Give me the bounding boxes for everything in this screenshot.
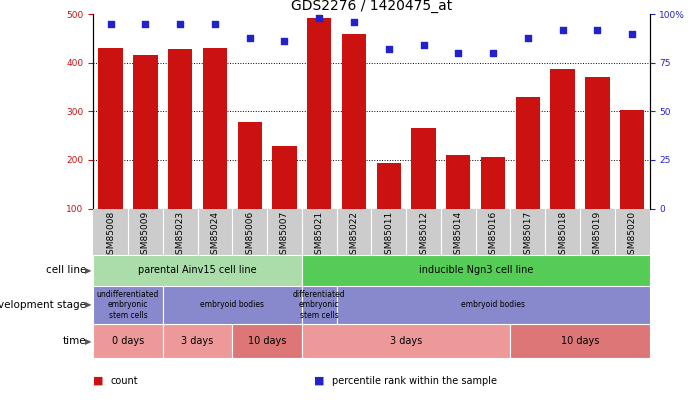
Text: 3 days: 3 days <box>390 336 422 346</box>
Text: percentile rank within the sample: percentile rank within the sample <box>332 376 497 386</box>
Bar <box>168 49 192 209</box>
Bar <box>93 255 302 286</box>
Text: parental Ainv15 cell line: parental Ainv15 cell line <box>138 265 257 275</box>
Text: GSM85023: GSM85023 <box>176 211 184 260</box>
Text: count: count <box>111 376 138 386</box>
Text: 10 days: 10 days <box>561 336 599 346</box>
Point <box>348 19 359 25</box>
Text: undifferentiated
embryonic
stem cells: undifferentiated embryonic stem cells <box>97 290 159 320</box>
Text: ▶: ▶ <box>86 266 92 275</box>
Point <box>627 30 638 37</box>
Text: GSM85024: GSM85024 <box>211 211 220 260</box>
Bar <box>93 286 163 324</box>
Bar <box>133 55 158 209</box>
Text: 0 days: 0 days <box>112 336 144 346</box>
Text: development stage: development stage <box>0 300 86 310</box>
Text: GSM85008: GSM85008 <box>106 211 115 260</box>
Point <box>488 50 499 56</box>
Bar <box>272 146 296 209</box>
Bar <box>302 286 337 324</box>
Text: GSM85014: GSM85014 <box>454 211 463 260</box>
Text: GSM85016: GSM85016 <box>489 211 498 260</box>
Bar <box>163 286 302 324</box>
Point <box>244 34 255 41</box>
Point <box>140 21 151 27</box>
Bar <box>202 48 227 209</box>
Bar <box>163 324 232 358</box>
Text: GSM85012: GSM85012 <box>419 211 428 260</box>
Bar <box>481 157 505 209</box>
Text: ■: ■ <box>93 376 104 386</box>
Text: GSM85017: GSM85017 <box>523 211 532 260</box>
Text: differentiated
embryonic
stem cells: differentiated embryonic stem cells <box>293 290 346 320</box>
Point <box>209 21 220 27</box>
Bar <box>377 163 401 209</box>
Bar <box>620 110 644 209</box>
Title: GDS2276 / 1420475_at: GDS2276 / 1420475_at <box>291 0 452 13</box>
Text: ▶: ▶ <box>86 337 92 346</box>
Point <box>453 50 464 56</box>
Bar <box>307 17 332 209</box>
Bar <box>342 34 366 209</box>
Point <box>418 42 429 49</box>
Point <box>384 46 395 52</box>
Bar <box>238 122 262 209</box>
Bar <box>302 324 511 358</box>
Bar <box>511 324 650 358</box>
Text: GSM85020: GSM85020 <box>627 211 636 260</box>
Bar <box>446 155 471 209</box>
Point <box>592 26 603 33</box>
Text: time: time <box>63 336 86 346</box>
Text: GSM85009: GSM85009 <box>141 211 150 260</box>
Point <box>105 21 116 27</box>
Point <box>557 26 568 33</box>
Bar <box>551 68 575 209</box>
Text: GSM85007: GSM85007 <box>280 211 289 260</box>
Bar <box>515 97 540 209</box>
Text: ■: ■ <box>314 376 325 386</box>
Text: GSM85018: GSM85018 <box>558 211 567 260</box>
Text: 3 days: 3 days <box>182 336 214 346</box>
Bar <box>337 286 650 324</box>
Text: embryoid bodies: embryoid bodies <box>461 300 525 309</box>
Bar <box>302 255 650 286</box>
Text: ▶: ▶ <box>86 300 92 309</box>
Point <box>314 15 325 21</box>
Text: cell line: cell line <box>46 265 86 275</box>
Bar <box>232 324 302 358</box>
Point <box>279 38 290 45</box>
Text: GSM85006: GSM85006 <box>245 211 254 260</box>
Text: GSM85019: GSM85019 <box>593 211 602 260</box>
Point <box>522 34 533 41</box>
Bar <box>411 128 436 209</box>
Text: GSM85011: GSM85011 <box>384 211 393 260</box>
Bar <box>585 77 609 209</box>
Text: embryoid bodies: embryoid bodies <box>200 300 265 309</box>
Text: inducible Ngn3 cell line: inducible Ngn3 cell line <box>419 265 533 275</box>
Bar <box>99 48 123 209</box>
Text: 10 days: 10 days <box>248 336 286 346</box>
Text: GSM85021: GSM85021 <box>315 211 324 260</box>
Point <box>175 21 186 27</box>
Text: GSM85022: GSM85022 <box>350 211 359 260</box>
Bar <box>93 324 163 358</box>
